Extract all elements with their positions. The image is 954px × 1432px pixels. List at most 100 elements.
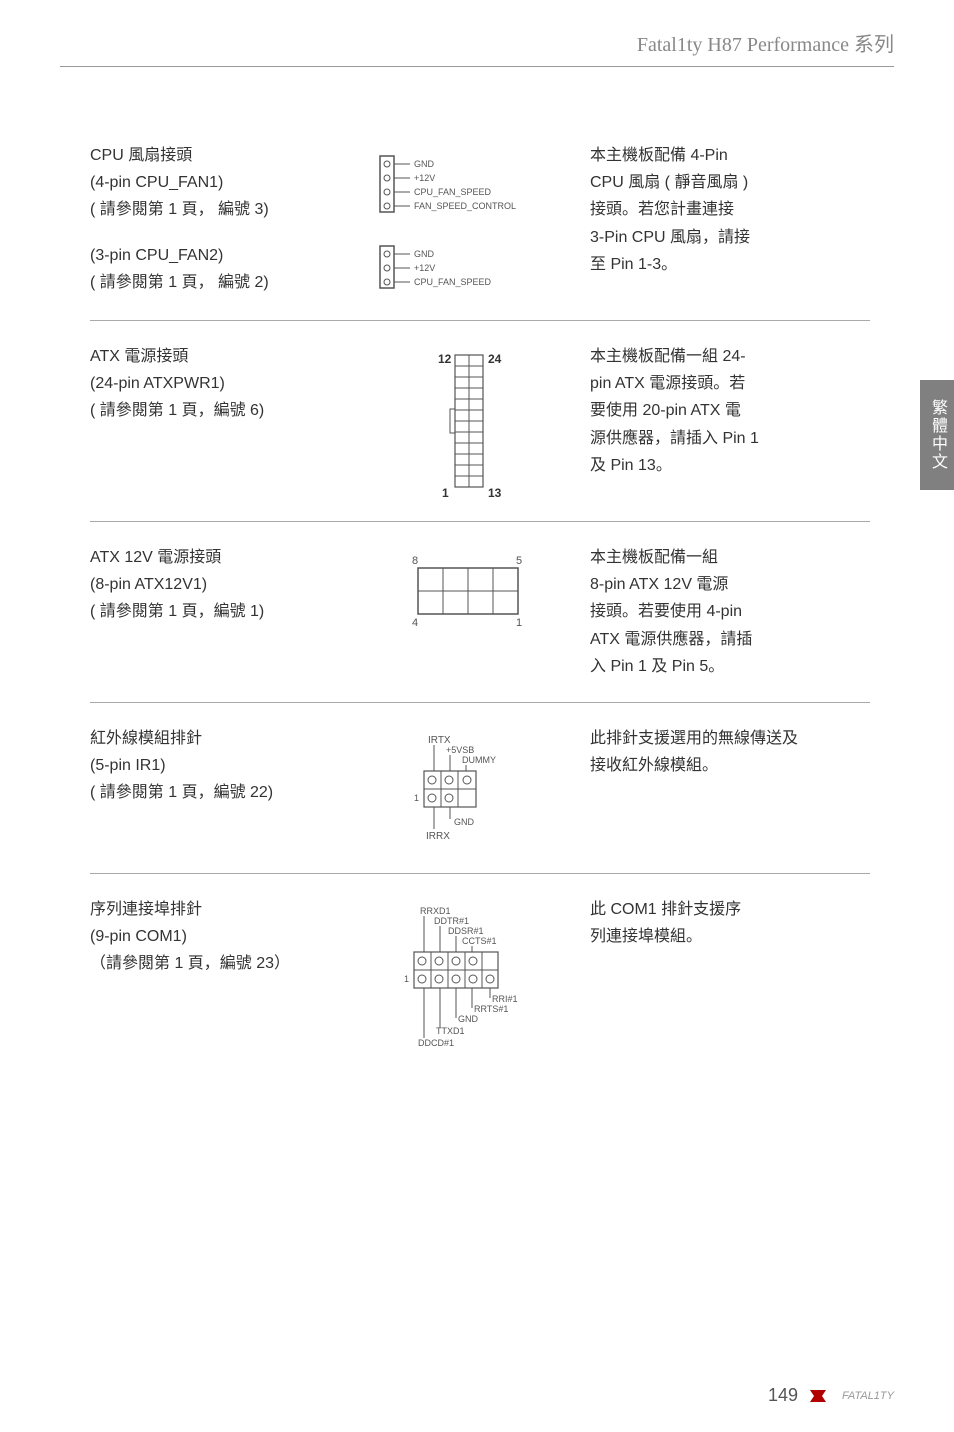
svg-text:GND: GND: [414, 159, 435, 169]
svg-text:DDCD#1: DDCD#1: [418, 1038, 454, 1048]
text-line: (9-pin COM1): [90, 923, 350, 950]
text-line: 此排針支援選用的無線傳送及: [590, 725, 870, 752]
svg-text:DDSR#1: DDSR#1: [448, 926, 484, 936]
svg-text:TTXD1: TTXD1: [436, 1026, 465, 1036]
row-right: 此排針支援選用的無線傳送及 接收紅外線模組。: [590, 725, 870, 851]
svg-text:5: 5: [516, 555, 522, 567]
svg-text:1: 1: [442, 486, 449, 499]
text-line: 入 Pin 1 及 Pin 5。: [590, 653, 870, 680]
text-line: 本主機板配備一組: [590, 544, 870, 571]
text-line: ( 請參閱第 1 頁， 編號 3): [90, 196, 350, 223]
text-line: ( 請參閱第 1 頁，編號 22): [90, 779, 350, 806]
text-line: 此 COM1 排針支援序: [590, 896, 870, 923]
text-line: 源供應器，請插入 Pin 1: [590, 425, 870, 452]
svg-text:GND: GND: [454, 817, 475, 827]
header-title: Fatal1ty H87 Performance 系列: [637, 28, 894, 57]
svg-text:8: 8: [412, 555, 418, 567]
svg-text:4: 4: [412, 617, 418, 629]
atx8-diagram: 8 5 4 1: [390, 550, 550, 640]
text-line: (5-pin IR1): [90, 752, 350, 779]
svg-text:1: 1: [404, 974, 409, 984]
text-line: pin ATX 電源接頭。若: [590, 370, 870, 397]
text-line: ATX 電源供應器，請插: [590, 626, 870, 653]
svg-text:IRRX: IRRX: [426, 831, 450, 842]
svg-text:DDTR#1: DDTR#1: [434, 916, 469, 926]
text-line: (24-pin ATXPWR1): [90, 370, 350, 397]
text-line: ( 請參閱第 1 頁， 編號 2): [90, 269, 350, 296]
text-line: 接頭。若您計畫連接: [590, 196, 870, 223]
table-row: CPU 風扇接頭 (4-pin CPU_FAN1) ( 請參閱第 1 頁， 編號…: [90, 120, 870, 321]
table-row: 序列連接埠排針 (9-pin COM1) （請參閱第 1 頁，編號 23） RR…: [90, 874, 870, 1084]
logo-icon: [806, 1386, 834, 1406]
svg-text:1: 1: [516, 617, 522, 629]
row-left: 紅外線模組排針 (5-pin IR1) ( 請參閱第 1 頁，編號 22): [90, 725, 350, 851]
row-diagram: 8 5 4 1: [350, 544, 590, 680]
text-line: 3-Pin CPU 風扇，請接: [590, 224, 870, 251]
table-row: ATX 電源接頭 (24-pin ATXPWR1) ( 請參閱第 1 頁，編號 …: [90, 321, 870, 522]
svg-text:13: 13: [488, 486, 502, 499]
text-line: 本主機板配備 4-Pin: [590, 142, 870, 169]
text-line: (4-pin CPU_FAN1): [90, 169, 350, 196]
svg-text:1: 1: [414, 793, 419, 803]
text-line: （請參閱第 1 頁，編號 23）: [90, 950, 350, 977]
text-line: ATX 12V 電源接頭: [90, 544, 350, 571]
row-diagram: RRXD1 DDTR#1 DDSR#1 CCTS#1: [350, 896, 590, 1062]
row-diagram: IRTX +5VSB DUMMY 1 GND IRRX: [350, 725, 590, 851]
svg-text:RRI#1: RRI#1: [492, 994, 518, 1004]
text-line: 接頭。若要使用 4-pin: [590, 598, 870, 625]
svg-text:RRTS#1: RRTS#1: [474, 1004, 508, 1014]
atx24-diagram: 12 24 1 13: [400, 349, 540, 499]
svg-text:CPU_FAN_SPEED: CPU_FAN_SPEED: [414, 187, 492, 197]
text-line: CPU 風扇接頭: [90, 142, 350, 169]
table-row: 紅外線模組排針 (5-pin IR1) ( 請參閱第 1 頁，編號 22) IR…: [90, 703, 870, 874]
svg-text:DUMMY: DUMMY: [462, 755, 496, 765]
row-left: CPU 風扇接頭 (4-pin CPU_FAN1) ( 請參閱第 1 頁， 編號…: [90, 142, 350, 298]
svg-text:FAN_SPEED_CONTROL: FAN_SPEED_CONTROL: [414, 201, 516, 211]
text-line: 紅外線模組排針: [90, 725, 350, 752]
svg-text:GND: GND: [458, 1014, 479, 1024]
row-right: 本主機板配備一組 8-pin ATX 12V 電源 接頭。若要使用 4-pin …: [590, 544, 870, 680]
row-left: 序列連接埠排針 (9-pin COM1) （請參閱第 1 頁，編號 23）: [90, 896, 350, 1062]
text-line: (3-pin CPU_FAN2): [90, 242, 350, 269]
svg-text:GND: GND: [414, 249, 435, 259]
logo-text: FATAL1TY: [842, 1390, 894, 1402]
page-number: 149: [768, 1385, 798, 1406]
text-line: CPU 風扇 ( 靜音風扇 ): [590, 169, 870, 196]
text-line: ATX 電源接頭: [90, 343, 350, 370]
svg-text:RRXD1: RRXD1: [420, 906, 451, 916]
row-right: 本主機板配備一組 24- pin ATX 電源接頭。若 要使用 20-pin A…: [590, 343, 870, 499]
page-footer: 149 FATAL1TY: [768, 1385, 894, 1406]
text-line: 8-pin ATX 12V 電源: [590, 571, 870, 598]
text-line: 要使用 20-pin ATX 電: [590, 397, 870, 424]
text-line: 序列連接埠排針: [90, 896, 350, 923]
spacer: [90, 224, 350, 242]
com-diagram: RRXD1 DDTR#1 DDSR#1 CCTS#1: [380, 902, 560, 1062]
fan-diagram: GND +12V CPU_FAN_SPEED FAN_SPEED_CONTROL…: [370, 148, 570, 298]
svg-text:24: 24: [488, 352, 502, 366]
row-right: 本主機板配備 4-Pin CPU 風扇 ( 靜音風扇 ) 接頭。若您計畫連接 3…: [590, 142, 870, 298]
text-line: ( 請參閱第 1 頁，編號 6): [90, 397, 350, 424]
text-line: 接收紅外線模組。: [590, 752, 870, 779]
svg-text:+12V: +12V: [414, 263, 435, 273]
row-diagram: GND +12V CPU_FAN_SPEED FAN_SPEED_CONTROL…: [350, 142, 590, 298]
row-left: ATX 12V 電源接頭 (8-pin ATX12V1) ( 請參閱第 1 頁，…: [90, 544, 350, 680]
ir-diagram: IRTX +5VSB DUMMY 1 GND IRRX: [390, 731, 550, 851]
header-rule: [60, 66, 894, 67]
text-line: 列連接埠模組。: [590, 923, 870, 950]
side-language-tab: 繁體中文: [920, 380, 954, 490]
row-left: ATX 電源接頭 (24-pin ATXPWR1) ( 請參閱第 1 頁，編號 …: [90, 343, 350, 499]
text-line: (8-pin ATX12V1): [90, 571, 350, 598]
row-right: 此 COM1 排針支援序 列連接埠模組。: [590, 896, 870, 1062]
content-table: CPU 風扇接頭 (4-pin CPU_FAN1) ( 請參閱第 1 頁， 編號…: [90, 120, 870, 1084]
row-diagram: 12 24 1 13: [350, 343, 590, 499]
text-line: ( 請參閱第 1 頁，編號 1): [90, 598, 350, 625]
svg-text:+12V: +12V: [414, 173, 435, 183]
table-row: ATX 12V 電源接頭 (8-pin ATX12V1) ( 請參閱第 1 頁，…: [90, 522, 870, 703]
text-line: 及 Pin 13。: [590, 452, 870, 479]
svg-text:CPU_FAN_SPEED: CPU_FAN_SPEED: [414, 277, 492, 287]
text-line: 至 Pin 1-3。: [590, 251, 870, 278]
svg-text:12: 12: [438, 352, 452, 366]
svg-text:CCTS#1: CCTS#1: [462, 936, 497, 946]
text-line: 本主機板配備一組 24-: [590, 343, 870, 370]
svg-text:+5VSB: +5VSB: [446, 745, 474, 755]
